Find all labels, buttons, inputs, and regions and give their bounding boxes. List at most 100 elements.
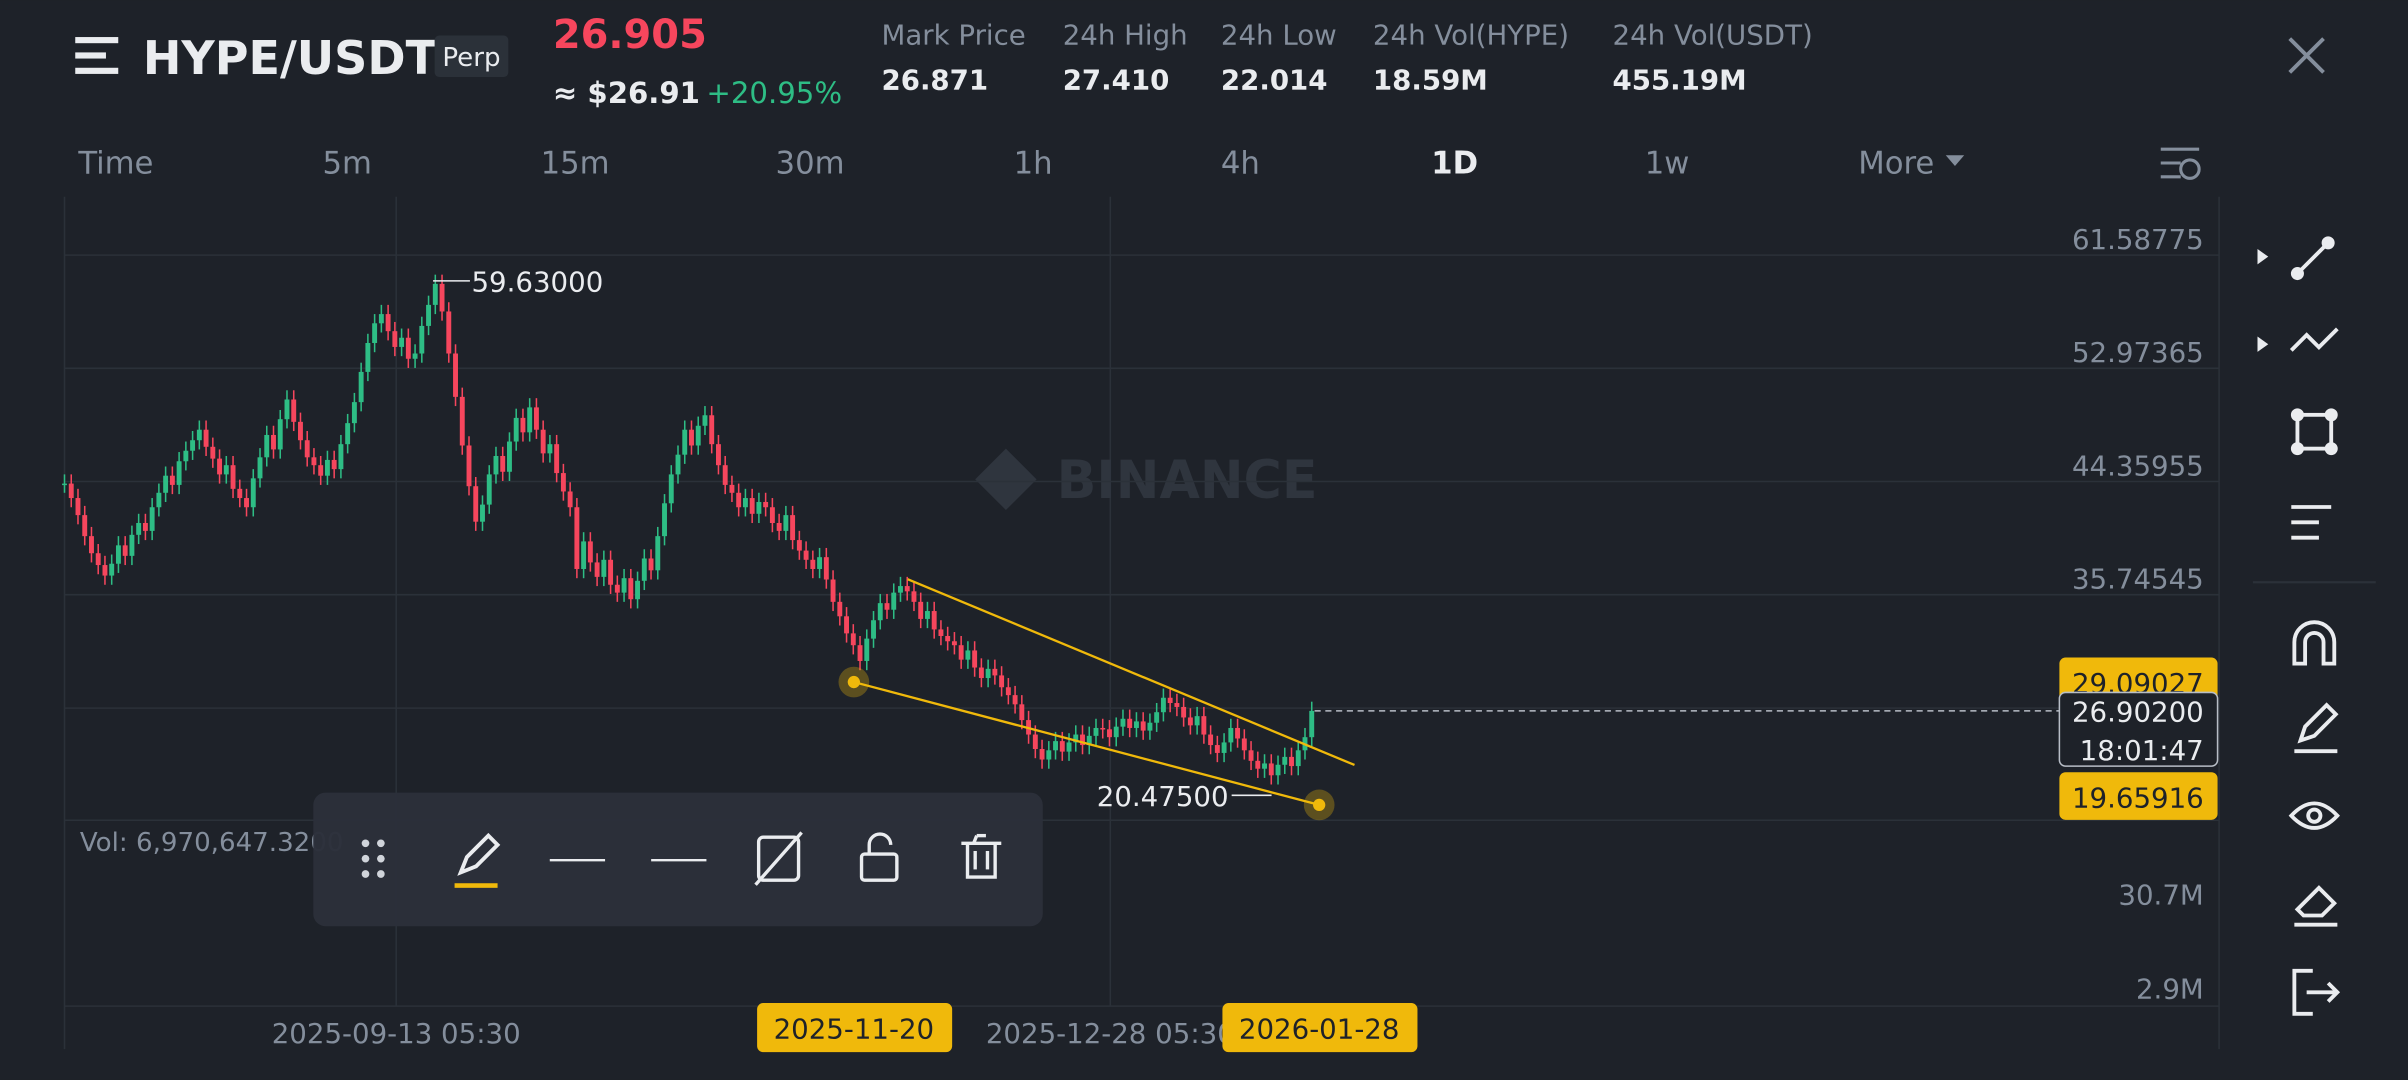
candle — [1073, 734, 1079, 743]
candle — [271, 434, 276, 450]
timeframe[interactable]: 4h — [1221, 146, 1260, 182]
timeframe[interactable]: 1w — [1645, 146, 1690, 182]
change: +20.95% — [706, 76, 842, 110]
candle — [156, 492, 162, 508]
dropdown-arrow — [1945, 155, 1965, 167]
trendline-tool[interactable] — [2290, 236, 2335, 281]
stat-label: 24h Low — [1221, 19, 1337, 52]
timeframe[interactable]: 15m — [541, 146, 610, 182]
candle — [1275, 764, 1281, 776]
timeframe[interactable]: 1D — [1431, 146, 1478, 182]
candle — [1107, 729, 1112, 738]
delete-tool[interactable] — [961, 833, 1002, 879]
draw-tool[interactable] — [2294, 702, 2339, 754]
candle — [1248, 750, 1254, 761]
candle — [1046, 750, 1052, 760]
candle — [223, 465, 229, 475]
candle — [345, 423, 351, 445]
trendline[interactable] — [853, 680, 1320, 807]
timeframe[interactable]: 1h — [1014, 146, 1053, 182]
anchor[interactable] — [847, 675, 860, 689]
close-button[interactable] — [2288, 37, 2325, 74]
edit-tool[interactable] — [454, 832, 501, 888]
candle — [230, 465, 236, 489]
perp-tag — [434, 35, 509, 77]
candle — [1289, 756, 1294, 767]
candle — [1086, 735, 1092, 746]
candle — [115, 545, 121, 564]
candle — [871, 620, 876, 639]
candle — [715, 444, 721, 466]
candle — [82, 515, 88, 537]
channel-tool[interactable] — [2291, 505, 2332, 540]
volume-tick: 2.9M — [2136, 972, 2204, 1005]
candle — [1140, 721, 1146, 731]
candle — [857, 645, 863, 661]
eraser-tool[interactable] — [2294, 885, 2338, 927]
candle — [587, 541, 593, 563]
candle — [392, 331, 398, 347]
candle — [1160, 697, 1166, 713]
date-badge — [757, 1003, 953, 1053]
candle — [702, 415, 708, 426]
candle — [358, 371, 364, 403]
candle — [129, 534, 135, 556]
candle — [304, 440, 310, 458]
candle — [999, 675, 1005, 688]
candle — [931, 611, 937, 630]
drag-handle[interactable] — [361, 839, 385, 878]
candle — [311, 457, 317, 466]
candle — [1127, 718, 1133, 728]
candle — [466, 445, 472, 487]
candle — [1066, 742, 1072, 752]
timeframe[interactable]: 30m — [776, 146, 845, 182]
fib-tool[interactable] — [2289, 327, 2339, 352]
trendline[interactable] — [907, 578, 1355, 767]
candle — [244, 498, 249, 508]
candle — [560, 473, 566, 492]
candle — [324, 459, 330, 476]
anchor[interactable] — [1313, 798, 1326, 812]
settings-icon[interactable] — [2160, 147, 2201, 180]
candle — [89, 536, 94, 554]
timeframe[interactable]: Time — [77, 146, 153, 182]
menu-icon[interactable] — [75, 37, 119, 74]
candle — [163, 475, 169, 493]
exit-tool[interactable] — [2292, 968, 2341, 1016]
candle — [601, 559, 607, 577]
candle — [142, 523, 148, 531]
candle — [540, 429, 546, 454]
candle — [432, 283, 438, 305]
side-tools — [2252, 236, 2376, 1016]
visibility-tool[interactable] — [2288, 801, 2340, 830]
candle — [689, 429, 694, 446]
candle — [1221, 742, 1227, 753]
date-badge-text: 2025-11-20 — [774, 1012, 935, 1045]
candle — [958, 645, 964, 660]
price-badge — [2059, 772, 2218, 820]
date-badge — [1222, 1003, 1418, 1053]
candle — [817, 557, 823, 569]
candle — [237, 488, 243, 499]
magnet-tool[interactable] — [2292, 620, 2337, 666]
usd-price: ≈ $26.91 — [553, 76, 700, 110]
lock-tool[interactable] — [859, 832, 899, 882]
candle — [399, 337, 405, 347]
timeframe[interactable]: More — [1858, 146, 1934, 182]
candle — [473, 486, 479, 522]
candle — [1241, 738, 1247, 751]
candle — [318, 465, 324, 476]
candle — [655, 536, 661, 571]
candle — [1032, 734, 1038, 749]
candle — [284, 399, 290, 420]
candle — [547, 444, 553, 454]
hide-tool[interactable] — [754, 831, 803, 886]
candle — [257, 457, 263, 479]
watermark-logo — [975, 448, 1037, 511]
timeframe[interactable]: 5m — [323, 146, 372, 182]
candle — [769, 507, 775, 524]
date-badge-text: 2026-01-28 — [1239, 1012, 1400, 1045]
candle — [493, 455, 499, 475]
candle — [169, 475, 175, 485]
shape-tool[interactable] — [2290, 408, 2338, 456]
